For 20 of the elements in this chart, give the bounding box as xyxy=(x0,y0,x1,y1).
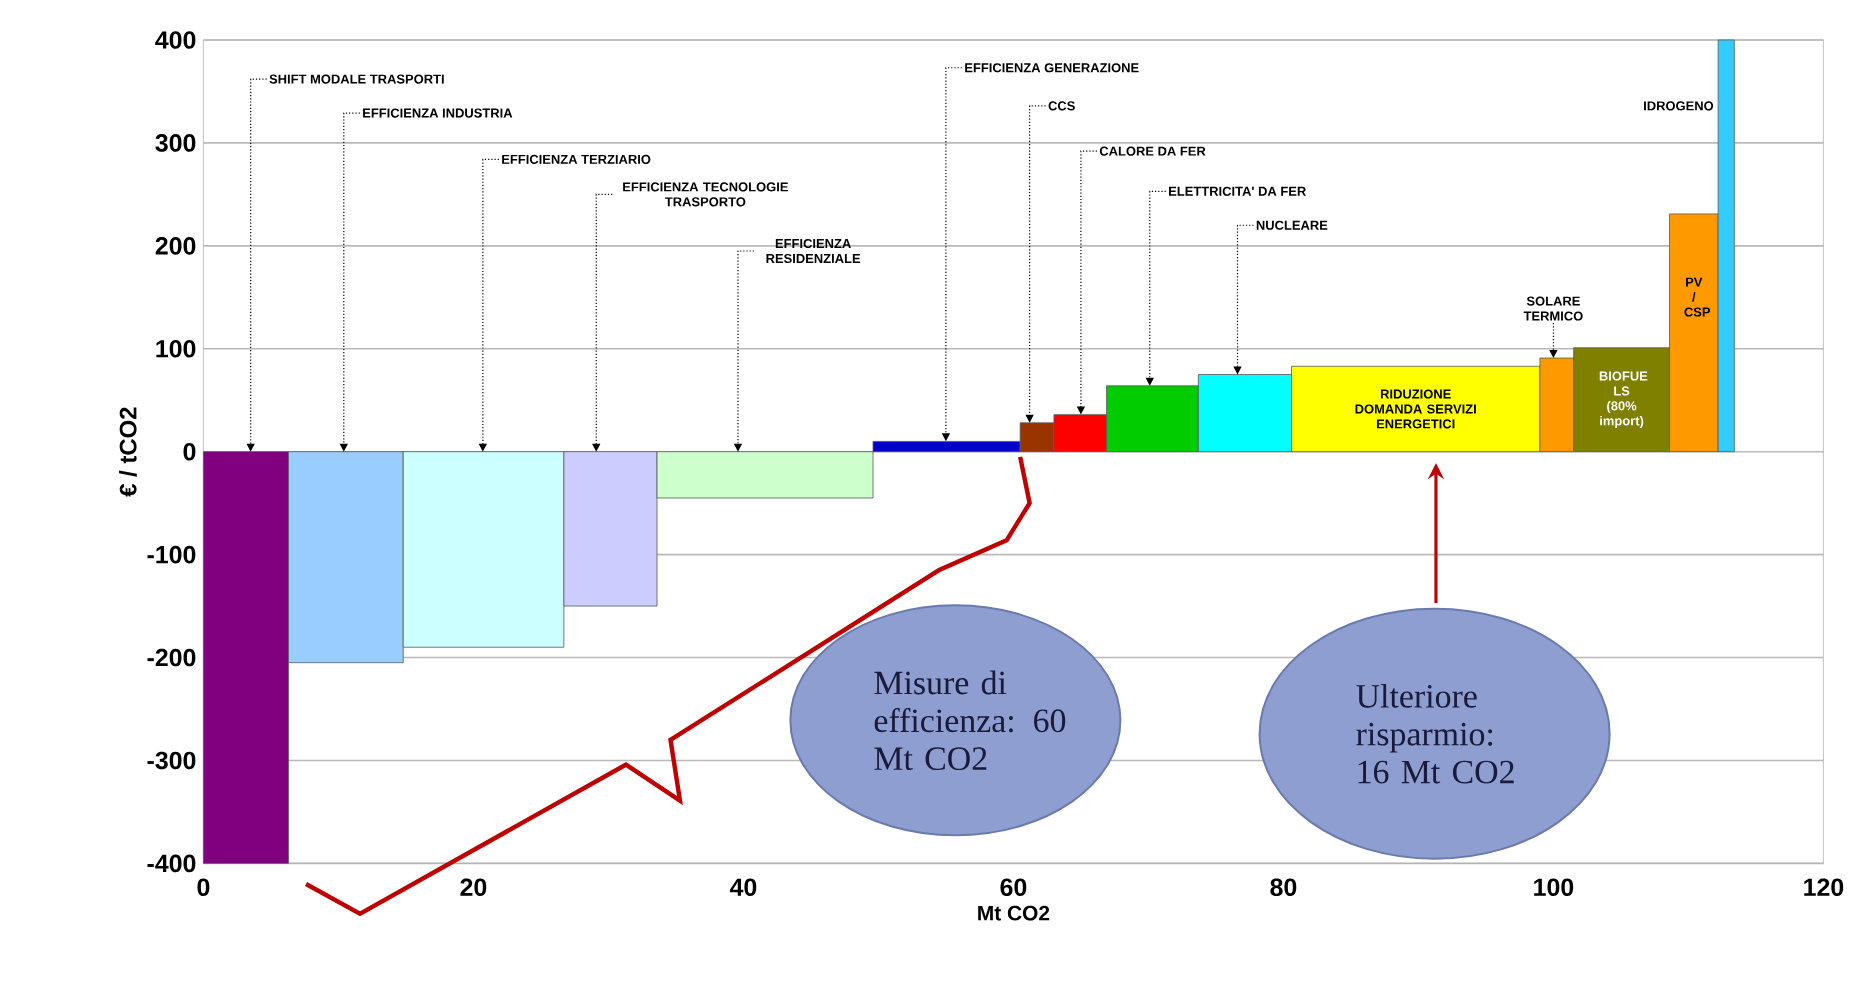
y-tick-label: 300 xyxy=(155,134,196,152)
y-tick-label: -300 xyxy=(147,751,196,770)
x-tick-label: 120 xyxy=(1804,878,1844,897)
y-tick-label: 400 xyxy=(155,31,196,49)
annotation: Ulteriore risparmio: 16 Mt CO2 xyxy=(1356,683,1514,784)
y-tick-label: 100 xyxy=(156,339,196,358)
x-tick-label: 100 xyxy=(1534,878,1574,897)
y-tick-label: -200 xyxy=(147,648,196,667)
y-tick-label: 0 xyxy=(183,442,196,461)
annotation: Misure di efficienza: 60 Mt CO2 xyxy=(874,670,1066,771)
y-axis-title: € / tCO2 xyxy=(119,407,137,497)
y-tick-label: 200 xyxy=(155,237,196,255)
x-tick-label: 60 xyxy=(1000,878,1027,897)
x-tick-label: 80 xyxy=(1270,878,1297,897)
x-tick-label: 0 xyxy=(197,878,210,897)
x-tick-label: 40 xyxy=(729,878,757,897)
y-tick-label: -400 xyxy=(147,854,196,873)
x-axis-title: Mt CO2 xyxy=(978,905,1050,921)
y-tick-label: -100 xyxy=(147,545,196,564)
x-tick-label: 20 xyxy=(460,878,487,897)
